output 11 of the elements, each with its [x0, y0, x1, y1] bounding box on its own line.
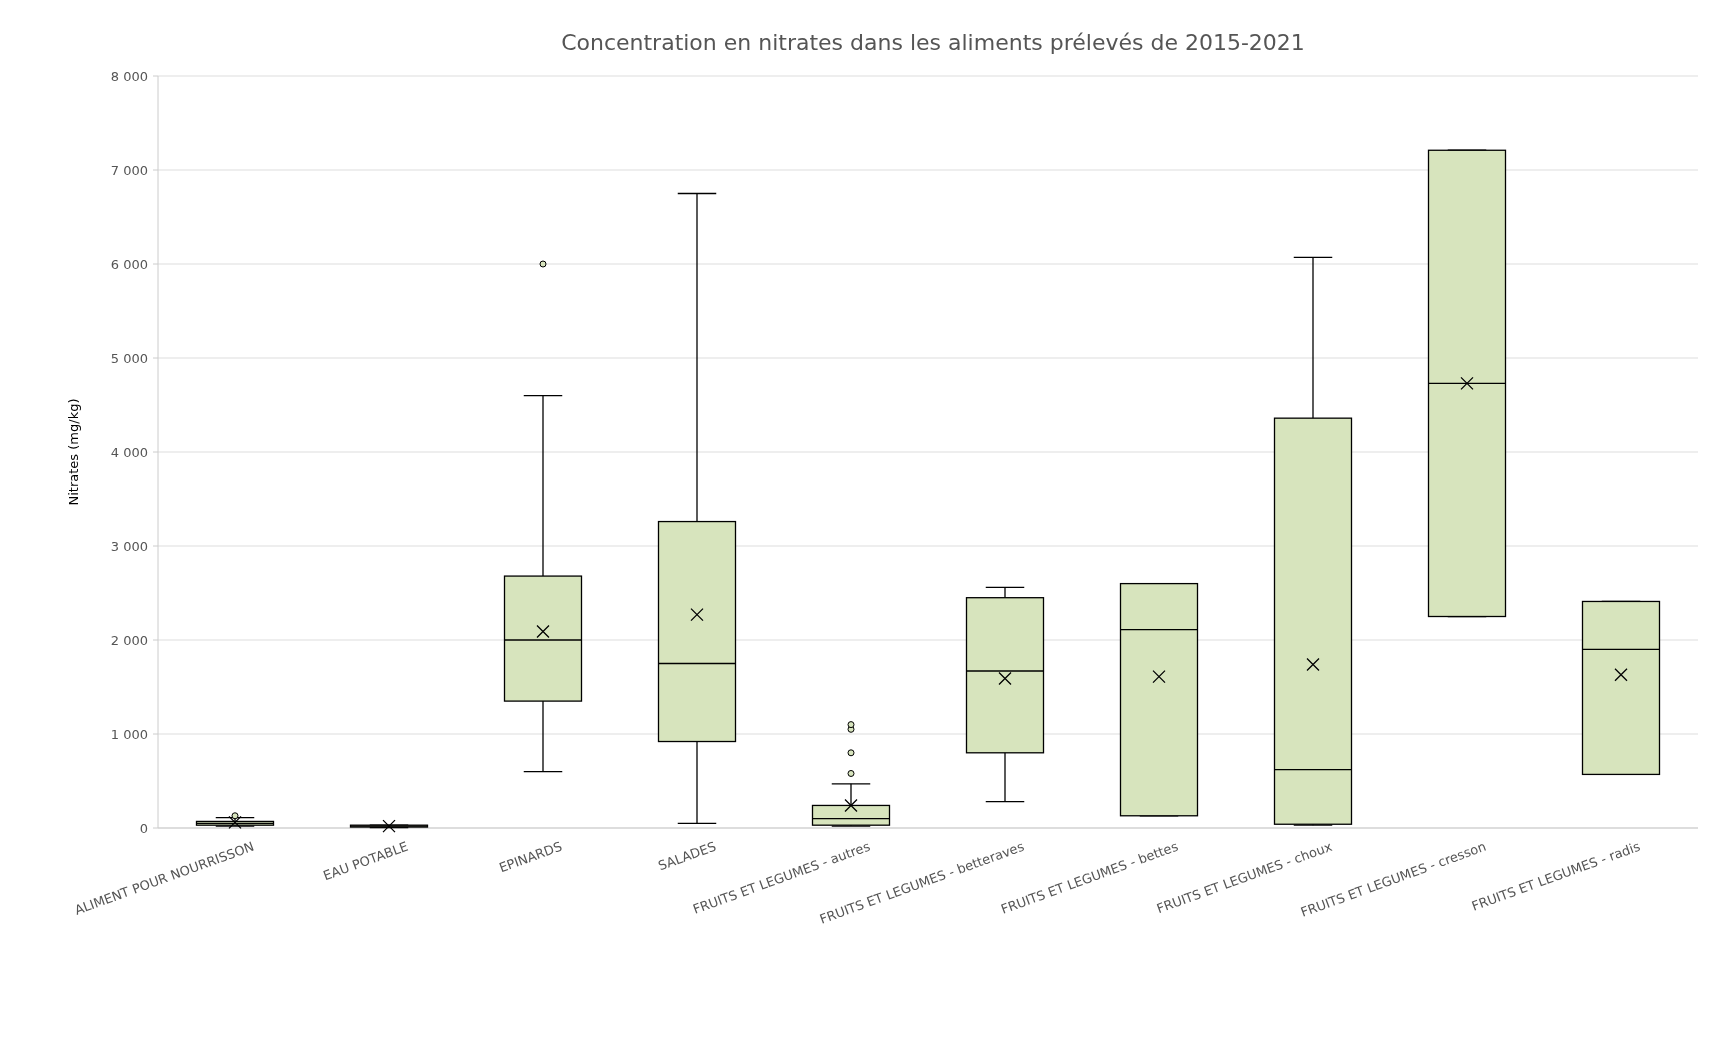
y-tick-label: 3 000: [110, 538, 148, 554]
y-axis-title: Nitrates (mg/kg): [66, 398, 81, 506]
y-tick-label: 0: [139, 820, 148, 836]
y-tick-label: 7 000: [110, 162, 148, 178]
y-tick-label: 4 000: [110, 444, 148, 460]
chart-title: Concentration en nitrates dans les aliments prélevés de 2015-2021: [561, 30, 1305, 55]
y-tick-label: 1 000: [110, 726, 148, 742]
y-tick-label: 5 000: [110, 350, 148, 366]
y-tick-label: 8 000: [110, 68, 148, 84]
y-tick-label: 2 000: [110, 632, 148, 648]
y-tick-label: 6 000: [110, 256, 148, 272]
